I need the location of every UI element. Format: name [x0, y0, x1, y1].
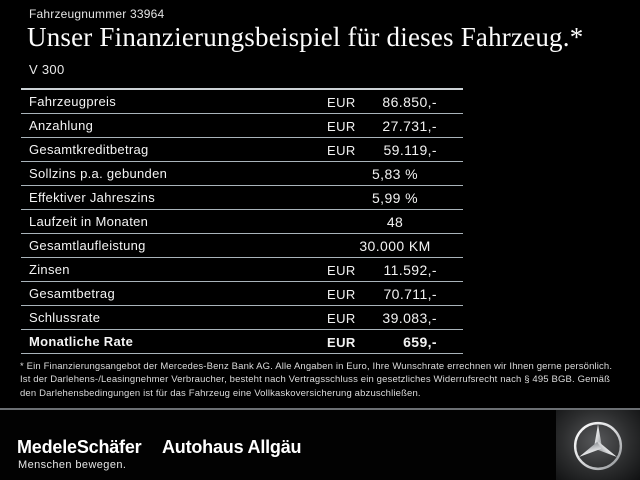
- row-label: Monatliche Rate: [29, 334, 134, 349]
- row-amount: 659,-: [403, 333, 437, 350]
- row-value-area: 5,83 %: [327, 166, 463, 182]
- table-row: Zinsen EUR 11.592,-: [21, 258, 463, 282]
- row-label: Gesamtkreditbetrag: [29, 142, 149, 157]
- dealer-logo-autohaus-allgaeu: Autohaus Allgäu: [162, 437, 302, 457]
- table-row: Schlussrate EUR 39.083,-: [21, 306, 463, 330]
- row-value-area: EUR 39.083,-: [327, 310, 437, 326]
- dealer-logo-medele-schaefer: MedeleSchäfer: [17, 437, 142, 457]
- row-currency: EUR: [327, 286, 356, 302]
- row-currency: EUR: [327, 310, 356, 326]
- row-label: Fahrzeugpreis: [29, 94, 116, 109]
- row-currency: EUR: [327, 94, 356, 110]
- table-row: Fahrzeugpreis EUR 86.850,-: [21, 90, 463, 114]
- row-value-area: EUR 59.119,-: [327, 142, 437, 158]
- table-row: Gesamtbetrag EUR 70.711,-: [21, 282, 463, 306]
- row-currency: EUR: [327, 142, 356, 158]
- row-label: Anzahlung: [29, 118, 94, 133]
- row-currency: EUR: [327, 118, 356, 134]
- row-amount: 5,99 %: [372, 189, 418, 206]
- row-label: Gesamtlaufleistung: [29, 238, 146, 253]
- legal-footnote: * Ein Finanzierungsangebot der Mercedes-…: [20, 361, 613, 399]
- row-amount: 59.119,-: [383, 141, 437, 158]
- vehicle-number: Fahrzeugnummer 33964: [29, 7, 165, 21]
- table-row: Sollzins p.a. gebunden 5,83 %: [21, 162, 463, 186]
- row-amount: 39.083,-: [382, 309, 437, 326]
- footer-divider: [0, 408, 640, 410]
- row-value-area: 5,99 %: [327, 190, 463, 206]
- financing-table: Fahrzeugpreis EUR 86.850,- Anzahlung EUR…: [21, 88, 463, 354]
- mercedes-star-icon: [570, 416, 626, 474]
- footer-bar: MedeleSchäfer Menschen bewegen. Autohaus…: [0, 410, 640, 480]
- table-row: Effektiver Jahreszins 5,99 %: [21, 186, 463, 210]
- row-label: Laufzeit in Monaten: [29, 214, 149, 229]
- row-label: Effektiver Jahreszins: [29, 190, 155, 205]
- row-value-area: 30.000 KM: [327, 238, 463, 254]
- table-row: Gesamtkreditbetrag EUR 59.119,-: [21, 138, 463, 162]
- row-currency: EUR: [327, 262, 356, 278]
- row-label: Schlussrate: [29, 310, 101, 325]
- table-row: Gesamtlaufleistung 30.000 KM: [21, 234, 463, 258]
- vehicle-model: V 300: [29, 62, 65, 77]
- table-row: Laufzeit in Monaten 48: [21, 210, 463, 234]
- brand-logo-block: [556, 410, 640, 480]
- page-title: Unser Finanzierungsbeispiel für dieses F…: [27, 22, 584, 52]
- row-currency: EUR: [327, 334, 356, 350]
- row-amount: 86.850,-: [382, 93, 437, 110]
- dealer-claim: Menschen bewegen.: [18, 459, 127, 471]
- row-value-area: EUR 27.731,-: [327, 118, 437, 134]
- row-amount: 11.592,-: [383, 261, 437, 278]
- row-label: Gesamtbetrag: [29, 286, 115, 301]
- row-label: Zinsen: [29, 262, 70, 277]
- row-amount: 30.000 KM: [359, 237, 431, 254]
- row-value-area: EUR 86.850,-: [327, 94, 437, 110]
- row-value-area: EUR 70.711,-: [327, 286, 437, 302]
- row-amount: 5,83 %: [372, 165, 418, 182]
- row-amount: 27.731,-: [382, 117, 437, 134]
- table-row: Anzahlung EUR 27.731,-: [21, 114, 463, 138]
- row-value-area: 48: [327, 214, 463, 230]
- row-label: Sollzins p.a. gebunden: [29, 166, 168, 181]
- row-amount: 48: [386, 213, 404, 230]
- row-value-area: EUR 659,-: [327, 334, 437, 350]
- table-row: Monatliche Rate EUR 659,-: [21, 330, 463, 354]
- row-value-area: EUR 11.592,-: [327, 262, 437, 278]
- row-amount: 70.711,-: [383, 285, 437, 302]
